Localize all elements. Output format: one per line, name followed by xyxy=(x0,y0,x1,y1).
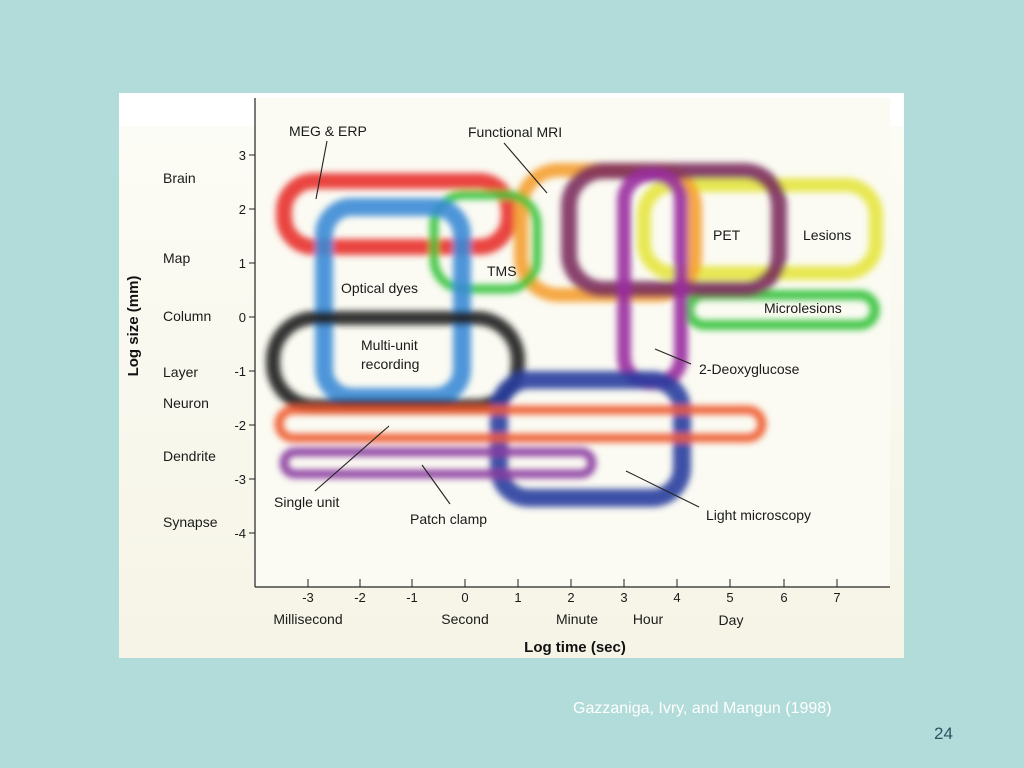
y-ticks: 3 2 1 0 -1 -2 -3 -4 xyxy=(234,148,255,541)
label-lesions: Lesions xyxy=(803,227,851,243)
lesions-loop xyxy=(637,178,883,280)
level-label-dendrite: Dendrite xyxy=(163,448,216,464)
leader-lines xyxy=(314,140,700,508)
y-tick-label: 2 xyxy=(239,202,246,217)
label-optical-dyes: Optical dyes xyxy=(341,280,418,296)
methods-diagram: 3 2 1 0 -1 -2 -3 -4 Brain Map Column Lay… xyxy=(119,98,904,658)
level-label-brain: Brain xyxy=(163,170,196,186)
meg-erp-loop xyxy=(276,173,517,255)
optical-dyes-loop xyxy=(315,198,471,406)
unit-label-day: Day xyxy=(719,612,744,628)
y-tick-label: 1 xyxy=(239,256,246,271)
label-2-deoxyglucose: 2-Deoxyglucose xyxy=(699,361,800,377)
method-labels: MEG & ERP Functional MRI TMS PET Lesions… xyxy=(274,123,851,527)
label-multi-unit-line2: recording xyxy=(361,356,419,372)
x-tick-label: -2 xyxy=(354,590,366,605)
patch-clamp-loop xyxy=(279,447,597,479)
x-tick-label: -1 xyxy=(406,590,418,605)
y-tick-label: 0 xyxy=(239,310,246,325)
slide-page-number: 24 xyxy=(934,724,953,743)
y-tick-label: 3 xyxy=(239,148,246,163)
unit-label-minute: Minute xyxy=(556,611,598,627)
y-tick-label: -4 xyxy=(234,526,246,541)
y-tick-label: -3 xyxy=(234,472,246,487)
tms-loop xyxy=(429,190,542,294)
x-tick-label: 7 xyxy=(833,590,840,605)
label-light-microscopy: Light microscopy xyxy=(706,507,811,523)
level-label-layer: Layer xyxy=(163,364,198,380)
level-label-neuron: Neuron xyxy=(163,395,209,411)
level-label-column: Column xyxy=(163,308,211,324)
citation-caption: Gazzaniga, Ivry, and Mangun (1998) xyxy=(573,700,832,717)
x-tick-label: 1 xyxy=(514,590,521,605)
y-tick-label: -1 xyxy=(234,364,246,379)
single-unit-loop xyxy=(274,405,767,443)
x-tick-label: 6 xyxy=(780,590,787,605)
methods-diagram-figure: 3 2 1 0 -1 -2 -3 -4 Brain Map Column Lay… xyxy=(119,93,904,658)
microlesions-loop xyxy=(684,290,880,330)
x-tick-label: 0 xyxy=(461,590,468,605)
x-axis-title: Log time (sec) xyxy=(524,639,626,656)
level-label-synapse: Synapse xyxy=(163,514,218,530)
method-loops xyxy=(266,163,883,507)
x-tick-label: 4 xyxy=(673,590,680,605)
x-tick-label: 3 xyxy=(620,590,627,605)
level-label-map: Map xyxy=(163,250,190,266)
y-level-labels: Brain Map Column Layer Neuron Dendrite S… xyxy=(163,170,218,530)
label-multi-unit-line1: Multi-unit xyxy=(361,337,418,353)
label-tms: TMS xyxy=(487,263,517,279)
y-axis-title: Log size (mm) xyxy=(125,276,142,377)
label-meg-erp: MEG & ERP xyxy=(289,123,367,139)
x-ticks: -3 -2 -1 0 1 2 3 4 5 6 7 xyxy=(302,579,841,605)
y-tick-label: -2 xyxy=(234,418,246,433)
label-functional-mri: Functional MRI xyxy=(468,124,562,140)
unit-label-second: Second xyxy=(441,611,488,627)
label-patch-clamp: Patch clamp xyxy=(410,511,487,527)
x-tick-label: -3 xyxy=(302,590,314,605)
label-single-unit: Single unit xyxy=(274,494,339,510)
x-tick-label: 2 xyxy=(567,590,574,605)
label-pet: PET xyxy=(713,227,741,243)
unit-label-hour: Hour xyxy=(633,611,664,627)
x-tick-label: 5 xyxy=(726,590,733,605)
label-microlesions: Microlesions xyxy=(764,300,842,316)
unit-label-millisecond: Millisecond xyxy=(273,611,342,627)
x-unit-labels: Millisecond Second Minute Hour Day xyxy=(273,611,743,628)
